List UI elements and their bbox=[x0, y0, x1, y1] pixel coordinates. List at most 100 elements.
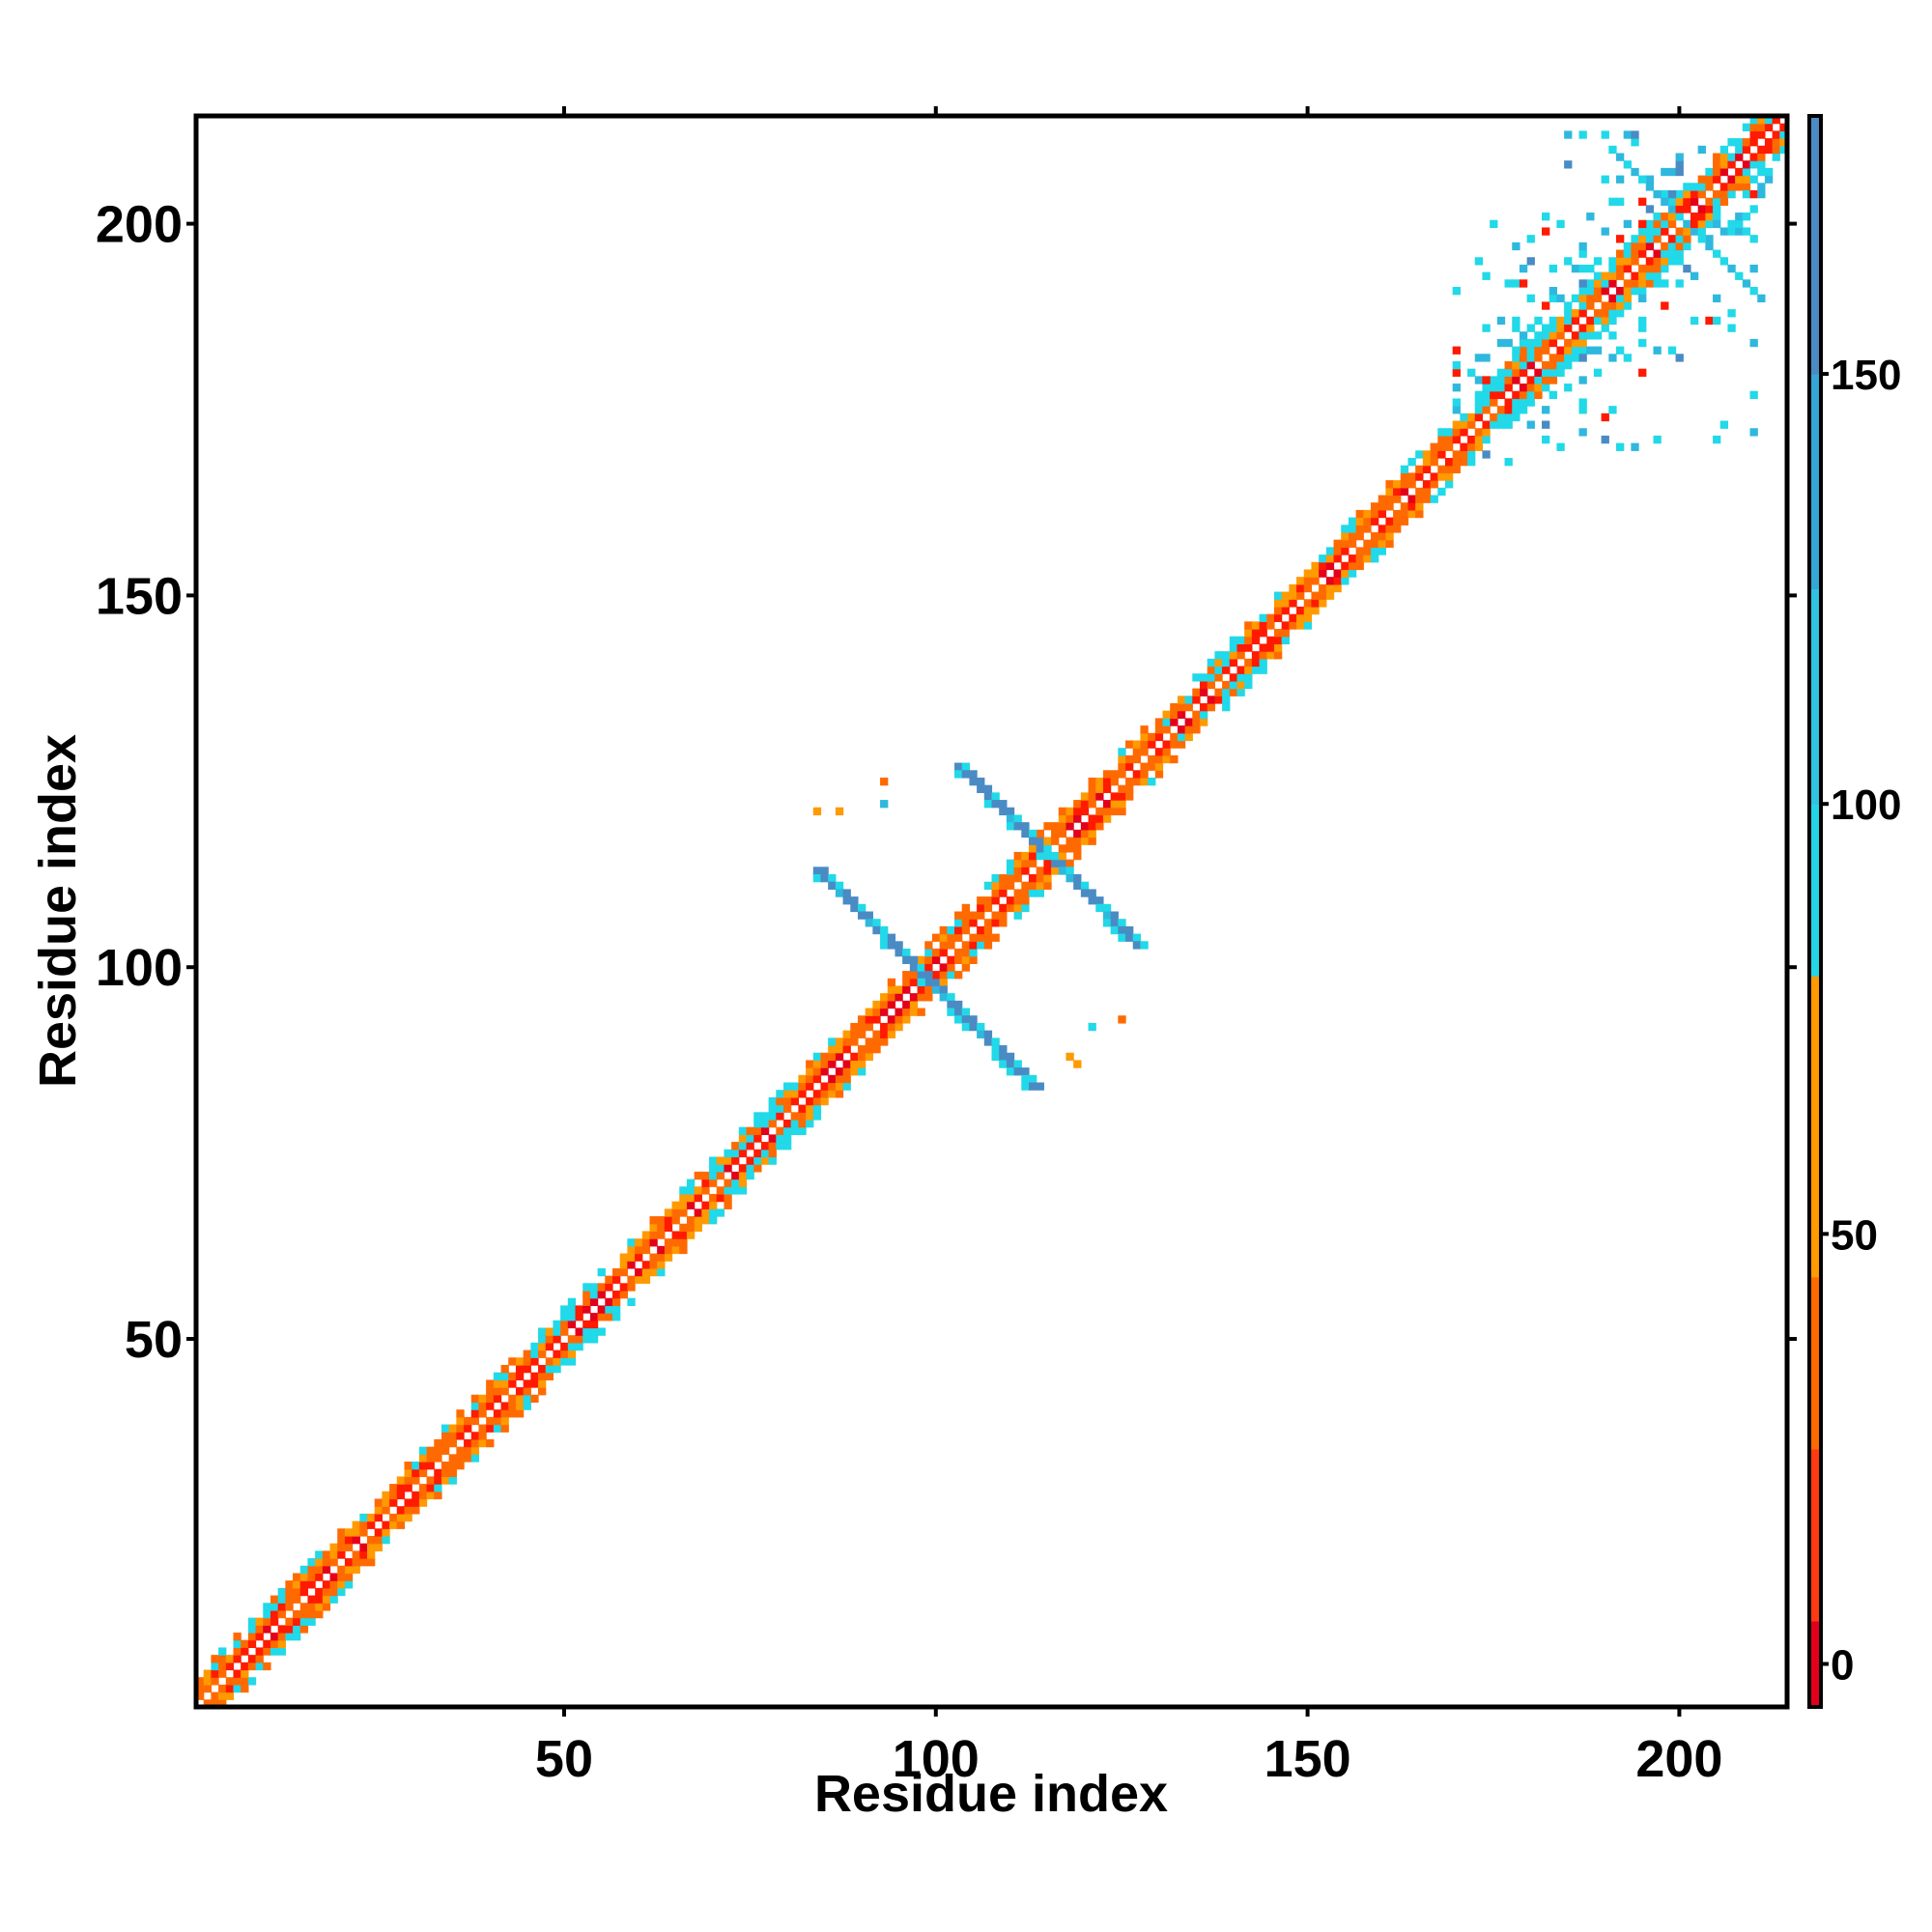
heatmap-cell bbox=[1036, 844, 1044, 853]
heatmap-cell bbox=[1482, 354, 1491, 362]
heatmap-cell bbox=[738, 1126, 748, 1135]
heatmap-cell bbox=[753, 1164, 762, 1173]
heatmap-cell bbox=[895, 1015, 903, 1024]
y-tick-label: 150 bbox=[96, 567, 183, 625]
heatmap-cell bbox=[1080, 800, 1090, 809]
heatmap-cell bbox=[1653, 227, 1662, 236]
heatmap-cell bbox=[1631, 138, 1639, 147]
heatmap-cell bbox=[701, 1179, 710, 1187]
heatmap-cell bbox=[322, 1565, 331, 1575]
heatmap-cell bbox=[1697, 235, 1706, 243]
heatmap-cell bbox=[1645, 205, 1655, 213]
heatmap-cell bbox=[1051, 859, 1060, 867]
heatmap-cell bbox=[1028, 874, 1037, 883]
heatmap-cell bbox=[337, 1535, 346, 1545]
heatmap-cell bbox=[374, 1535, 384, 1545]
heatmap-cell bbox=[954, 1000, 963, 1009]
heatmap-cell bbox=[1623, 249, 1632, 258]
heatmap-cell bbox=[523, 1402, 531, 1410]
heatmap-cell bbox=[486, 1387, 495, 1396]
heatmap-cell bbox=[1102, 800, 1112, 809]
heatmap-cell bbox=[1683, 219, 1691, 229]
heatmap-cell bbox=[1437, 428, 1446, 437]
heatmap-cell bbox=[1393, 495, 1402, 503]
heatmap-cell bbox=[1110, 770, 1119, 779]
heatmap-cell bbox=[315, 1609, 324, 1619]
heatmap-cell bbox=[1021, 851, 1030, 861]
heatmap-cell bbox=[1273, 613, 1283, 622]
heatmap-cell bbox=[567, 1320, 577, 1329]
heatmap-cell bbox=[329, 1595, 338, 1604]
heatmap-cell bbox=[1667, 219, 1677, 229]
heatmap-cell bbox=[307, 1573, 316, 1581]
heatmap-cell bbox=[523, 1364, 531, 1374]
heatmap-cell bbox=[991, 889, 1000, 897]
heatmap-cell bbox=[731, 1171, 740, 1180]
heatmap-cell bbox=[686, 1186, 696, 1195]
heatmap-cell bbox=[560, 1313, 569, 1321]
heatmap-cell bbox=[983, 1030, 993, 1038]
heatmap-cell bbox=[1764, 116, 1774, 125]
heatmap-cell bbox=[1184, 725, 1193, 734]
heatmap-cell bbox=[1690, 183, 1699, 191]
heatmap-cell bbox=[887, 941, 896, 950]
heatmap-cell bbox=[917, 978, 925, 987]
heatmap-cell bbox=[760, 1112, 770, 1121]
heatmap-cell bbox=[486, 1416, 495, 1426]
heatmap-cell bbox=[1259, 666, 1267, 674]
heatmap-cell bbox=[1207, 673, 1215, 682]
heatmap-cell bbox=[448, 1432, 457, 1440]
heatmap-cell bbox=[1214, 696, 1223, 704]
heatmap-cell bbox=[1452, 346, 1461, 355]
heatmap-cell bbox=[961, 919, 971, 927]
heatmap-cell bbox=[619, 1291, 628, 1299]
heatmap-cell bbox=[947, 993, 955, 1002]
heatmap-cell bbox=[1043, 851, 1052, 861]
heatmap-cell bbox=[880, 933, 889, 942]
heatmap-cell bbox=[1467, 368, 1476, 377]
heatmap-cell bbox=[538, 1350, 547, 1358]
heatmap-cell bbox=[1006, 903, 1015, 913]
heatmap-cell bbox=[225, 1655, 235, 1663]
heatmap-cell bbox=[448, 1476, 457, 1485]
heatmap-cell bbox=[1244, 629, 1253, 638]
heatmap-cell bbox=[1289, 583, 1297, 593]
heatmap-cell bbox=[1512, 279, 1520, 288]
heatmap-cell bbox=[649, 1253, 658, 1262]
heatmap-cell bbox=[686, 1179, 696, 1187]
heatmap-cell bbox=[1623, 242, 1632, 251]
heatmap-cell bbox=[657, 1267, 666, 1277]
heatmap-cell bbox=[1578, 398, 1587, 407]
heatmap-cell bbox=[241, 1669, 249, 1678]
heatmap-cell bbox=[931, 955, 941, 964]
heatmap-cell bbox=[1675, 189, 1684, 199]
heatmap-cell bbox=[359, 1558, 368, 1567]
heatmap-cell bbox=[983, 792, 993, 801]
heatmap-cell bbox=[1378, 547, 1387, 555]
heatmap-cell bbox=[1341, 525, 1350, 533]
heatmap-cell bbox=[1296, 583, 1305, 593]
heatmap-cell bbox=[456, 1424, 465, 1433]
heatmap-cell bbox=[434, 1491, 442, 1500]
heatmap-cell bbox=[218, 1669, 227, 1678]
heatmap-cell bbox=[1571, 338, 1580, 348]
heatmap-cell bbox=[1548, 264, 1558, 273]
heatmap-cell bbox=[1638, 249, 1647, 258]
heatmap-cell bbox=[1474, 412, 1484, 422]
heatmap-cell bbox=[1705, 175, 1714, 184]
heatmap-cell bbox=[1526, 376, 1535, 384]
heatmap-cell bbox=[448, 1454, 457, 1463]
heatmap-cell bbox=[865, 1015, 873, 1024]
heatmap-cell bbox=[1667, 167, 1677, 177]
heatmap-cell bbox=[293, 1573, 301, 1581]
heatmap-cell bbox=[1289, 591, 1297, 600]
heatmap-cell bbox=[649, 1216, 658, 1225]
heatmap-cell bbox=[1467, 458, 1476, 467]
heatmap-cell bbox=[1437, 465, 1446, 474]
heatmap-cell bbox=[1474, 376, 1484, 384]
heatmap-cell bbox=[1526, 398, 1535, 407]
heatmap-cell bbox=[828, 1045, 837, 1054]
heatmap-cell bbox=[247, 1625, 257, 1634]
heatmap-cell bbox=[1333, 583, 1342, 593]
